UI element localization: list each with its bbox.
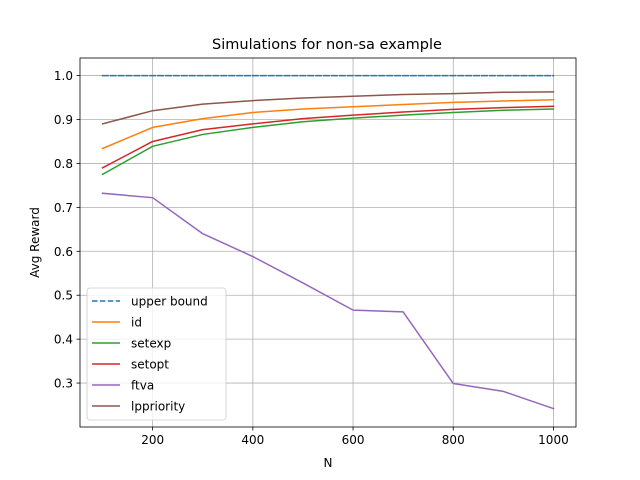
series-line-id	[101, 98, 555, 150]
x-tick-label: 1000	[538, 433, 569, 447]
series-line-setexp	[101, 108, 555, 176]
x-tick-label: 800	[442, 433, 465, 447]
legend-box	[86, 287, 227, 421]
series-line-setopt	[101, 105, 555, 169]
y-tick-label: 0.6	[54, 245, 73, 259]
series-line-ftva	[101, 192, 555, 410]
y-tick-label: 0.8	[54, 157, 73, 171]
legend-entry-label: setexp	[131, 337, 171, 351]
y-tick-label: 0.5	[54, 289, 73, 303]
y-tick-label: 0.3	[54, 377, 73, 391]
legend-entry-label: ftva	[131, 379, 154, 393]
y-tick-label: 0.4	[54, 333, 73, 347]
series-line-lppriority	[101, 91, 555, 125]
y-tick-label: 0.9	[54, 113, 73, 127]
legend-entry-label: setopt	[131, 358, 169, 372]
chart-title: Simulations for non-sa example	[212, 37, 442, 53]
x-tick-label: 200	[141, 433, 164, 447]
plot-frame	[79, 57, 577, 428]
y-tick-label: 0.7	[54, 201, 73, 215]
legend-entry-label: upper bound	[131, 295, 208, 309]
y-axis-label: Avg Reward	[28, 207, 42, 278]
legend: upper bound id setexp setopt ftva lppriority	[86, 287, 227, 421]
x-tick-label: 400	[241, 433, 264, 447]
y-tick-label: 1.0	[54, 69, 73, 83]
series-lines	[101, 74, 555, 410]
legend-entry-label: lppriority	[131, 400, 185, 414]
x-tick-label: 600	[342, 433, 365, 447]
axis-ticks: 200 400 600 800 1000 0.3 0.4 0.5 0.6 0.7 0.8 0.9 1.0	[54, 69, 569, 447]
x-axis-label: N	[324, 456, 333, 470]
legend-entry-label: id	[131, 316, 142, 330]
